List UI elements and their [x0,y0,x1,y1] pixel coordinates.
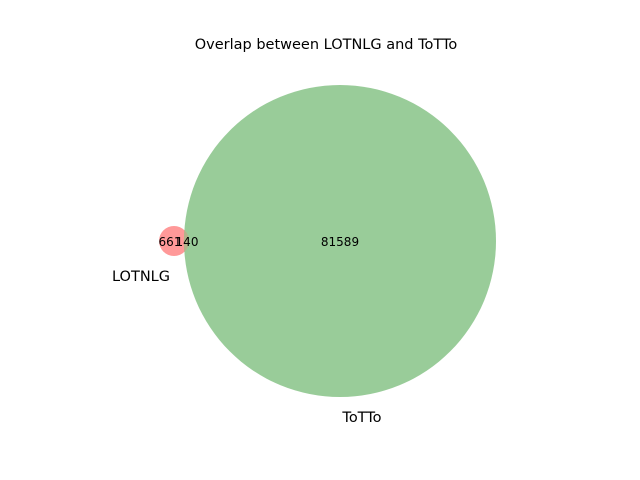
intersection-region [183,230,190,252]
totto-circle [184,85,496,397]
lotnlg-circle [159,226,189,256]
totto-label: ToTTo [341,410,381,426]
intersection-count: 140 [176,235,199,249]
lotnlg-only-count: 661 [159,235,182,249]
lotnlg-label: LOTNLG [112,269,170,285]
totto-only-count: 81589 [321,235,359,249]
diagram-title: Overlap between LOTNLG and ToTTo [195,37,458,53]
